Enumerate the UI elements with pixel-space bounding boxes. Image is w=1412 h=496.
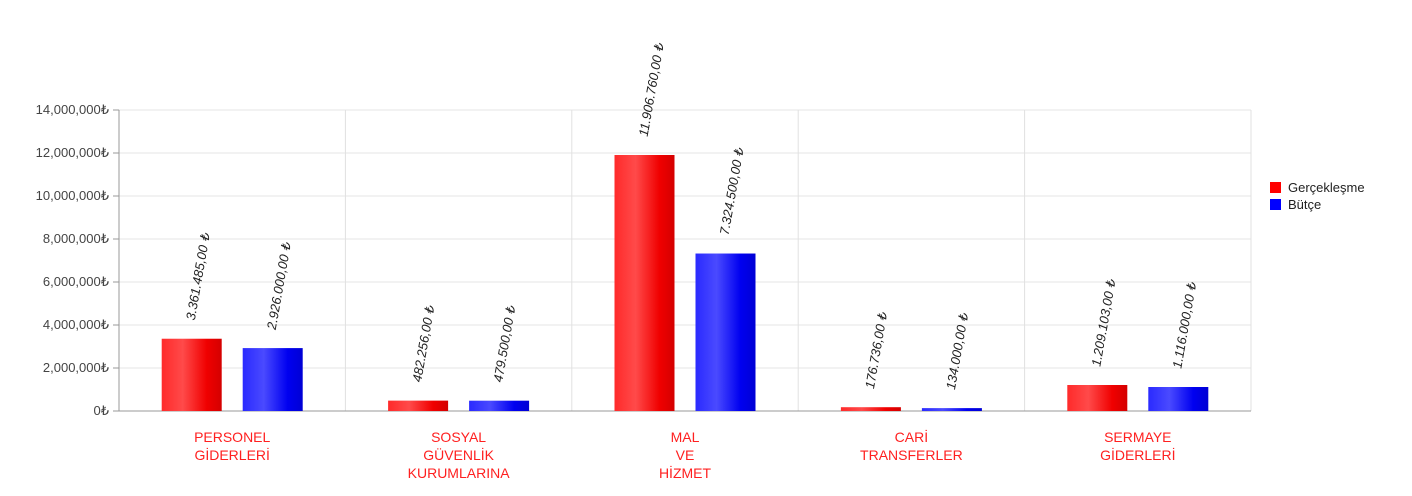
y-tick-label: 10,000,000₺: [36, 188, 109, 203]
x-category-label: KURUMLARINA: [408, 465, 511, 481]
data-label: 2.926.000,00 ₺: [264, 240, 294, 332]
bar-butce[interactable]: [242, 348, 303, 411]
legend-swatch: [1270, 182, 1281, 193]
legend: Gerçekleşme Bütçe: [1270, 180, 1365, 212]
data-label: 176.736,00 ₺: [862, 310, 890, 390]
legend-label[interactable]: Bütçe: [1288, 197, 1321, 212]
axis-layer: 0₺ 2,000,000₺ 4,000,000₺ 6,000,000₺ 8,000,00…: [36, 102, 1251, 481]
y-tick-label: 6,000,000₺: [43, 274, 109, 289]
bar-butce[interactable]: [1148, 387, 1209, 411]
label-layer: 3.361.485,00 ₺ 482.256,00 ₺ 11.906.760,00 …: [183, 41, 1200, 391]
y-tick-label: 4,000,000₺: [43, 317, 109, 332]
y-tick-label: 12,000,000₺: [36, 145, 109, 160]
data-label: 1.209.103,00 ₺: [1088, 277, 1118, 368]
grid-layer: [118, 109, 1252, 412]
data-label: 11.906.760,00 ₺: [636, 41, 667, 138]
legend-label[interactable]: Gerçekleşme: [1288, 180, 1365, 195]
x-category-label: GİDERLERİ: [1100, 446, 1175, 463]
x-category-label: VE: [676, 447, 695, 463]
x-category-label: MAL: [671, 429, 700, 445]
x-category-label: GİDERLERİ: [194, 446, 269, 463]
bar-butce[interactable]: [695, 253, 756, 411]
bar-gerceklesme[interactable]: [1067, 385, 1128, 411]
bar-butce[interactable]: [921, 408, 982, 411]
bar-gerceklesme[interactable]: [161, 338, 222, 411]
x-category-label: PERSONEL: [194, 429, 270, 445]
bar-butce[interactable]: [469, 400, 530, 411]
bar-layer: [161, 155, 1209, 411]
y-tick-label: 14,000,000₺: [36, 102, 109, 117]
x-category-label: HİZMET: [659, 464, 712, 481]
x-category-label: CARİ: [895, 428, 928, 445]
data-label: 7.324.500,00 ₺: [717, 145, 747, 236]
y-tick-label: 8,000,000₺: [43, 231, 109, 246]
y-tick-label: 2,000,000₺: [43, 360, 109, 375]
data-label: 479.500,00 ₺: [490, 303, 518, 383]
data-label: 482.256,00 ₺: [409, 303, 437, 383]
bar-gerceklesme[interactable]: [840, 407, 901, 411]
x-category-label: SOSYAL: [431, 429, 486, 445]
bar-gerceklesme[interactable]: [614, 155, 675, 411]
bar-gerceklesme[interactable]: [388, 400, 449, 411]
legend-swatch: [1270, 199, 1281, 210]
x-category-label: TRANSFERLER: [860, 447, 963, 463]
x-category-label: GÜVENLİK: [423, 446, 494, 463]
data-label: 134.000,00 ₺: [943, 311, 971, 391]
y-tick-label: 0₺: [93, 403, 109, 418]
data-label: 3.361.485,00 ₺: [183, 230, 213, 321]
x-category-label: SERMAYE: [1104, 429, 1171, 445]
